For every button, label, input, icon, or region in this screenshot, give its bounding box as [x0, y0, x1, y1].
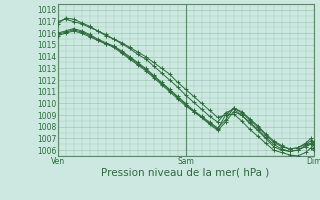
X-axis label: Pression niveau de la mer( hPa ): Pression niveau de la mer( hPa )	[101, 168, 270, 178]
